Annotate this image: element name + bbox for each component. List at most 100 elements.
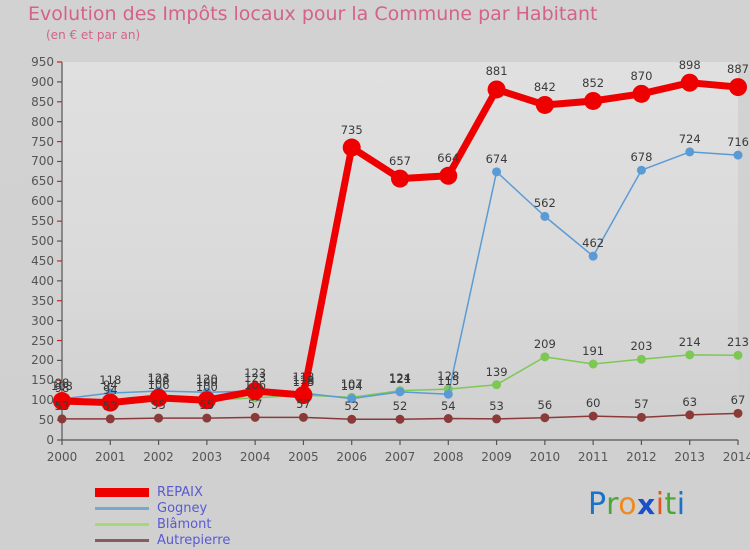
- data-point: [347, 394, 357, 404]
- data-point: [636, 354, 646, 364]
- data-point-label: 107: [340, 377, 363, 392]
- proxiti-logo: Proxiti: [588, 487, 686, 522]
- logo-char: t: [664, 487, 677, 522]
- logo-char: P: [588, 487, 607, 522]
- x-axis-tick-label: 2013: [674, 450, 705, 464]
- y-axis-tick-label: 0: [46, 433, 54, 447]
- legend-label: Autrepierre: [157, 532, 231, 548]
- data-point-label: 121: [389, 371, 411, 386]
- legend-label: REPAIX: [157, 484, 203, 500]
- y-axis-tick-label: 450: [31, 253, 54, 268]
- data-point: [347, 414, 357, 424]
- data-point: [53, 392, 71, 411]
- x-axis-tick-label: 2008: [433, 450, 464, 464]
- y-axis-tick-label: 850: [31, 94, 54, 109]
- y-axis-tick-label: 600: [31, 194, 54, 209]
- legend-item-autrepierre[interactable]: Autrepierre: [95, 532, 355, 548]
- data-point-label: 55: [151, 398, 166, 413]
- y-axis-tick-label: 950: [31, 55, 54, 69]
- data-point-label: 203: [630, 339, 653, 354]
- legend-item-gogney[interactable]: Gogney: [95, 500, 355, 516]
- data-point-label: 94: [102, 377, 118, 392]
- data-point: [395, 414, 405, 424]
- data-point-label: 53: [54, 398, 70, 413]
- y-axis-tick-label: 800: [31, 114, 54, 129]
- x-axis-tick-label: 2000: [46, 450, 78, 464]
- data-point-label: 113: [292, 370, 315, 385]
- data-point-label: 60: [585, 396, 601, 411]
- logo-char: i: [655, 487, 665, 522]
- data-point: [294, 386, 313, 405]
- data-point: [298, 412, 308, 422]
- data-point-label: 100: [195, 380, 218, 395]
- data-point: [487, 80, 506, 99]
- data-point: [733, 150, 743, 160]
- data-point: [57, 414, 67, 424]
- logo-char: o: [618, 487, 638, 522]
- legend-swatch-icon: [95, 522, 149, 526]
- data-point-label: 123: [244, 371, 267, 386]
- data-point: [584, 91, 603, 110]
- data-point-label: 106: [244, 377, 267, 392]
- y-axis-tick-label: 700: [31, 154, 54, 169]
- data-point: [680, 73, 699, 92]
- data-point-label: 100: [195, 375, 218, 390]
- x-axis-tick-label: 2009: [481, 450, 512, 464]
- legend-item-repaix[interactable]: REPAIX: [95, 484, 355, 500]
- data-point-label: 57: [247, 397, 263, 412]
- data-point: [535, 95, 554, 114]
- data-point: [492, 167, 502, 177]
- data-point: [101, 393, 120, 412]
- data-point: [197, 391, 216, 410]
- data-point-label: 104: [340, 378, 363, 393]
- data-point-label: 113: [292, 375, 315, 390]
- data-point-label: 139: [485, 364, 508, 379]
- data-point-label: 55: [199, 398, 215, 413]
- data-point-label: 56: [537, 397, 553, 412]
- x-axis-tick-label: 2012: [626, 450, 657, 464]
- legend-label: Gogney: [157, 500, 208, 516]
- data-point-label: 191: [582, 344, 605, 358]
- data-point-label: 118: [292, 373, 315, 388]
- data-point-label: 53: [489, 398, 504, 413]
- data-point-label: 214: [678, 334, 701, 349]
- data-point-label: 462: [582, 236, 605, 251]
- y-axis-tick-label: 550: [31, 214, 54, 229]
- data-point: [540, 352, 550, 362]
- data-point-label: 881: [485, 64, 508, 79]
- y-axis-tick-label: 350: [31, 293, 54, 308]
- x-axis-tick-label: 2007: [384, 450, 416, 464]
- data-point-label: 52: [344, 399, 360, 414]
- y-axis-tick-label: 750: [31, 134, 54, 149]
- logo-char: i: [676, 487, 686, 522]
- data-point-label: 128: [437, 369, 460, 384]
- data-point: [685, 350, 695, 360]
- chart-subtitle: (en € et par an): [46, 28, 141, 42]
- data-point-label: 664: [437, 150, 460, 165]
- data-point: [632, 84, 651, 103]
- data-point-label: 852: [582, 75, 605, 90]
- data-point: [154, 413, 164, 423]
- y-axis-tick-label: 150: [31, 373, 54, 388]
- y-axis-tick-label: 200: [31, 353, 54, 368]
- data-point-label: 124: [389, 370, 411, 385]
- data-point-label: 674: [485, 151, 508, 166]
- data-point-label: 98: [54, 376, 70, 390]
- data-point-label: 209: [533, 336, 556, 351]
- data-point-label: 870: [630, 68, 653, 83]
- data-point: [729, 78, 747, 97]
- data-point-label: 735: [340, 122, 363, 137]
- legend-swatch-icon: [95, 487, 149, 497]
- y-axis-tick-label: 500: [31, 234, 54, 249]
- legend-item-blâmont[interactable]: Blâmont: [95, 516, 355, 532]
- legend-swatch-icon: [95, 506, 149, 510]
- data-point: [492, 414, 502, 424]
- legend-label: Blâmont: [157, 516, 212, 532]
- data-point-label: 678: [630, 150, 653, 165]
- data-point-label: 54: [440, 398, 456, 413]
- y-axis-tick-label: 300: [31, 313, 54, 328]
- data-point: [588, 411, 598, 421]
- data-point-label: 657: [389, 153, 411, 168]
- data-point-label: 63: [682, 394, 698, 409]
- data-point-label: 842: [533, 79, 556, 94]
